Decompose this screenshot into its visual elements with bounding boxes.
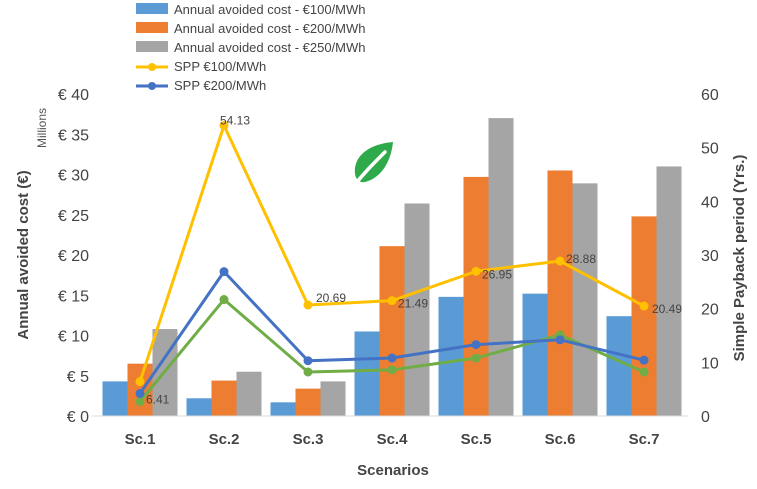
y-tick-label: € 20 bbox=[58, 248, 89, 265]
x-tick-label: Sc.2 bbox=[209, 431, 240, 448]
axes-layer: € 0 € 5 € 10 € 15 € 20 € 25 € 30 € 35 € 40 0 10 20 3… bbox=[58, 87, 719, 448]
data-label: 54.13 bbox=[220, 114, 250, 128]
data-label: 6.41 bbox=[146, 393, 170, 407]
y-tick-label: € 0 bbox=[67, 409, 89, 426]
y-tick-label: € 35 bbox=[58, 127, 89, 144]
y-tick-label: € 40 bbox=[58, 87, 89, 104]
leaf-icon bbox=[351, 142, 393, 189]
x-tick-label: Sc.5 bbox=[461, 431, 492, 448]
x-tick-label: Sc.4 bbox=[377, 431, 409, 448]
line-point-s1-4 bbox=[387, 296, 397, 306]
line-point-s3-3 bbox=[303, 367, 313, 377]
y2-tick-label: 20 bbox=[701, 302, 719, 319]
line-point-s2-7 bbox=[639, 355, 649, 365]
line-point-s1-5 bbox=[471, 266, 481, 276]
bar-s2-sc4 bbox=[379, 246, 405, 416]
y2-tick-label: 0 bbox=[701, 409, 710, 426]
line-point-s2-6 bbox=[555, 335, 565, 345]
bar-s1-sc2 bbox=[186, 398, 212, 416]
bar-s1-sc6 bbox=[522, 293, 548, 416]
x-tick-label: Sc.6 bbox=[545, 431, 576, 448]
bar-s2-sc3 bbox=[295, 388, 321, 416]
bar-s3-sc2 bbox=[236, 371, 262, 416]
legend: Annual avoided cost - €100/MWh Annual avo… bbox=[136, 2, 366, 93]
bar-s3-sc6 bbox=[572, 183, 598, 416]
legend-label: SPP €100/MWh bbox=[174, 59, 266, 74]
leaf-vein bbox=[351, 150, 387, 189]
line-point-s2-1 bbox=[135, 388, 145, 398]
y-tick-label: € 10 bbox=[58, 329, 89, 346]
bar-s1-sc1 bbox=[102, 381, 128, 416]
data-label: 20.49 bbox=[652, 302, 682, 316]
legend-label: SPP €200/MWh bbox=[174, 78, 266, 93]
line-point-s3-1 bbox=[135, 397, 145, 407]
bar-s3-sc4 bbox=[404, 203, 430, 416]
y2-tick-label: 60 bbox=[701, 87, 719, 104]
x-tick-label: Sc.7 bbox=[629, 431, 660, 448]
y-tick-label: € 15 bbox=[58, 288, 89, 305]
lines-layer: 6.41 54.13 20.69 21.49 26.95 28.88 20.49 bbox=[135, 114, 682, 407]
line-point-s2-5 bbox=[471, 340, 481, 350]
legend-swatch-bar-2 bbox=[136, 22, 168, 33]
data-label: 26.95 bbox=[482, 267, 512, 281]
y2-axis-title: Simple Payback period (Yrs.) bbox=[731, 155, 748, 362]
y2-tick-label: 30 bbox=[701, 248, 719, 265]
bar-s2-sc6 bbox=[547, 170, 573, 416]
x-tick-label: Sc.3 bbox=[293, 431, 324, 448]
line-point-s3-2 bbox=[219, 295, 229, 305]
bar-s1-sc3 bbox=[270, 402, 296, 416]
legend-swatch-bar-1 bbox=[136, 3, 168, 14]
y-tick-label: € 5 bbox=[67, 369, 89, 386]
line-point-s1-1 bbox=[135, 377, 145, 387]
line-point-s1-7 bbox=[639, 301, 649, 311]
line-point-s2-4 bbox=[387, 353, 397, 363]
line-point-s3-5 bbox=[471, 353, 481, 363]
bar-s3-sc3 bbox=[320, 381, 346, 416]
y2-tick-label: 10 bbox=[701, 355, 719, 372]
data-label: 28.88 bbox=[566, 252, 596, 266]
legend-swatch-bar-3 bbox=[136, 41, 168, 52]
x-axis-title: Scenarios bbox=[357, 462, 429, 479]
y2-tick-label: 50 bbox=[701, 141, 719, 158]
y-tick-label: € 25 bbox=[58, 208, 89, 225]
line-point-s1-2 bbox=[219, 121, 229, 131]
line-point-s2-3 bbox=[303, 356, 313, 366]
bar-s2-sc5 bbox=[463, 176, 489, 416]
legend-marker-1 bbox=[148, 63, 156, 71]
data-label: 20.69 bbox=[316, 291, 346, 305]
legend-label: Annual avoided cost - €250/MWh bbox=[174, 40, 366, 55]
y-axis-title: Annual avoided cost (€) bbox=[15, 170, 32, 339]
bar-s1-sc4 bbox=[354, 331, 380, 416]
line-point-s3-7 bbox=[639, 367, 649, 377]
line-point-s1-6 bbox=[555, 256, 565, 266]
bar-s2-sc7 bbox=[631, 216, 657, 416]
bar-s2-sc2 bbox=[211, 380, 237, 416]
y-axis-units: Millions bbox=[35, 108, 49, 148]
line-point-s3-4 bbox=[387, 365, 397, 375]
y2-tick-label: 40 bbox=[701, 194, 719, 211]
data-label: 21.49 bbox=[398, 297, 428, 311]
bar-s3-sc7 bbox=[656, 166, 682, 416]
line-point-s2-2 bbox=[219, 267, 229, 277]
bar-s1-sc5 bbox=[438, 296, 464, 416]
x-tick-label: Sc.1 bbox=[125, 431, 156, 448]
legend-marker-2 bbox=[148, 82, 156, 90]
legend-label: Annual avoided cost - €100/MWh bbox=[174, 2, 366, 17]
line-point-s1-3 bbox=[303, 300, 313, 310]
y-tick-label: € 30 bbox=[58, 168, 89, 185]
legend-label: Annual avoided cost - €200/MWh bbox=[174, 21, 366, 36]
